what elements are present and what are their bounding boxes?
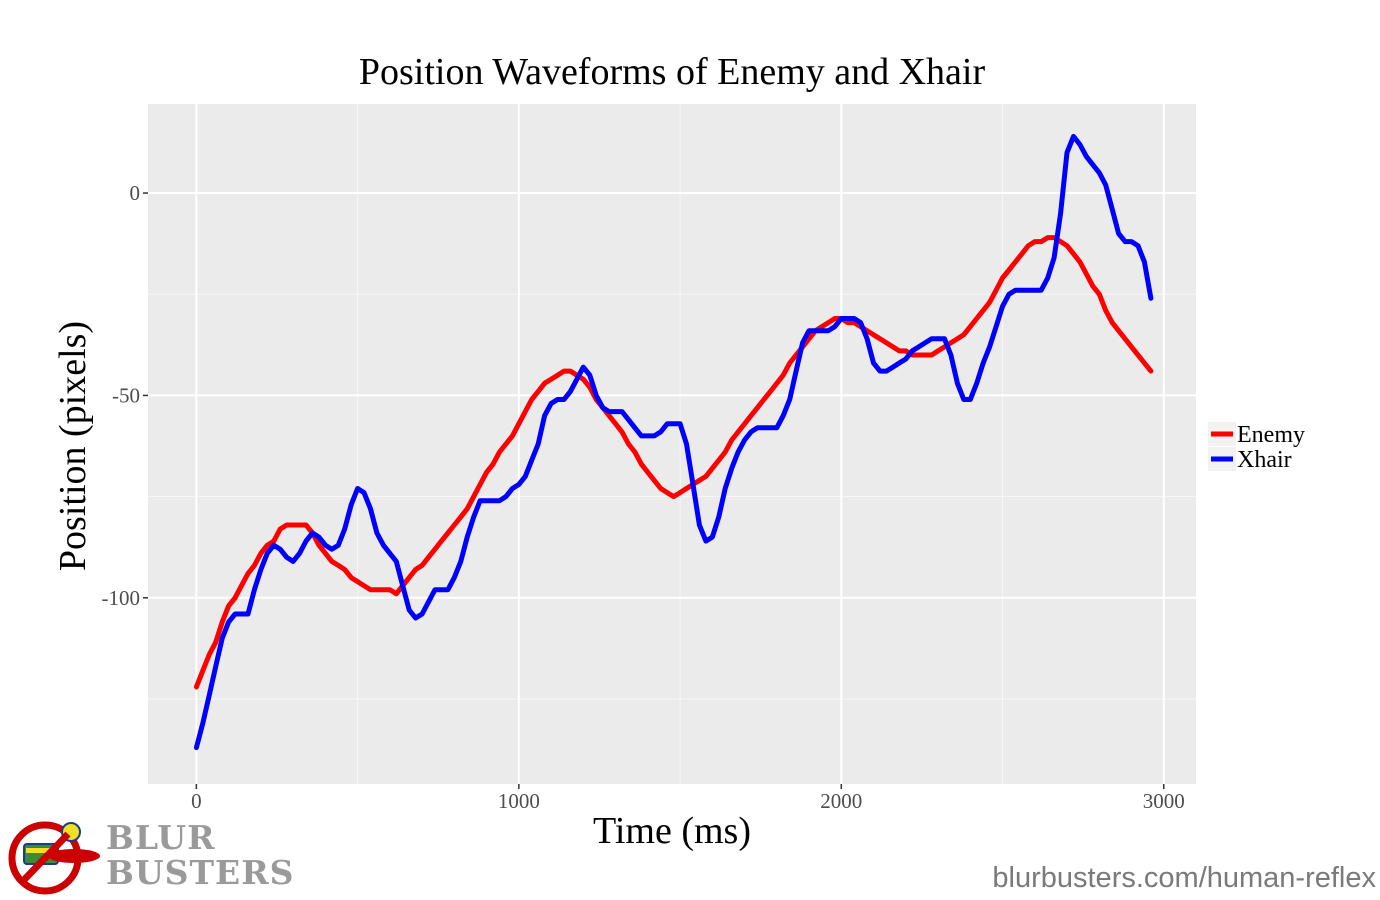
x-tick-label: 2000 [820,789,862,813]
legend-label-xhair: Xhair [1237,447,1292,473]
y-axis: 0 -50 -100 [102,181,148,610]
x-axis-title: Time (ms) [593,810,751,852]
x-tick-label: 3000 [1143,789,1185,813]
source-url[interactable]: blurbusters.com/human-reflex [992,862,1376,894]
y-tick-label: 0 [130,181,141,205]
legend-label-enemy: Enemy [1237,422,1305,448]
series-line-xhair [193,133,1154,751]
chart-title: Position Waveforms of Enemy and Xhair [359,51,986,93]
series-layer [193,133,1154,751]
logo-line-blur: BLUR [106,818,216,857]
y-axis-title: Position (pixels) [52,321,94,571]
logo-wordmark: BLUR BUSTERS [106,820,294,890]
y-tick-label: -100 [102,586,141,610]
y-tick-label: -50 [112,383,140,407]
major-gridlines [148,104,1196,784]
x-tick-label: 0 [191,789,202,813]
logo-line-busters: BUSTERS [106,853,295,892]
x-tick-label: 1000 [498,789,540,813]
x-axis: 0 1000 2000 3000 [191,784,1185,813]
blur-busters-logo-icon [8,821,100,895]
plot-panel [148,104,1196,784]
series-line-enemy [193,235,1154,690]
